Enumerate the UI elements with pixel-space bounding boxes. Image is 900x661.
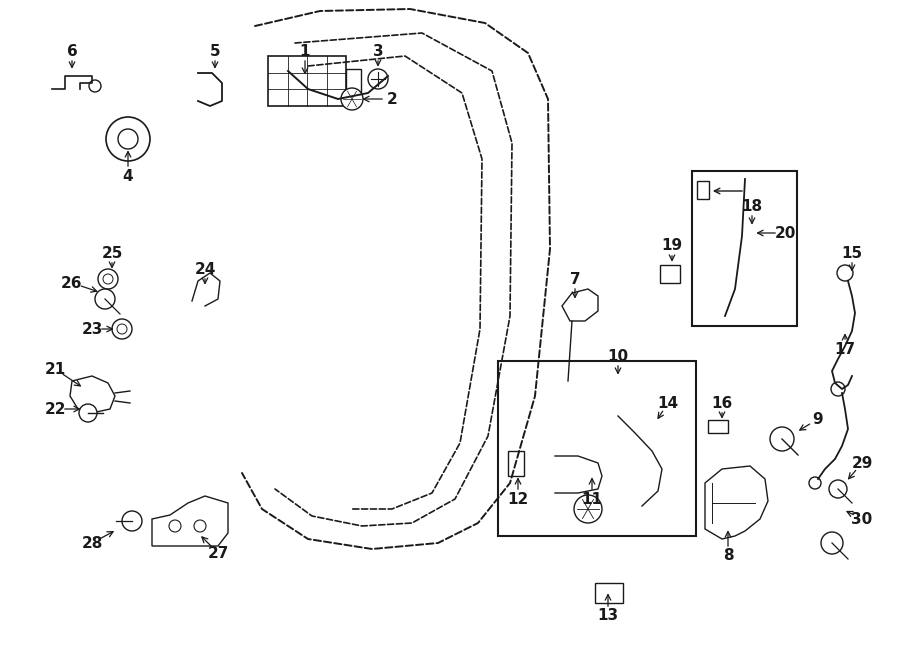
Text: 14: 14	[657, 395, 679, 410]
Circle shape	[829, 480, 847, 498]
Circle shape	[821, 532, 843, 554]
Circle shape	[122, 511, 142, 531]
Circle shape	[574, 495, 602, 523]
Text: 7: 7	[570, 272, 580, 286]
Text: 29: 29	[851, 455, 873, 471]
Text: 1: 1	[300, 44, 310, 59]
Circle shape	[169, 520, 181, 532]
Text: 26: 26	[61, 276, 83, 290]
Text: 20: 20	[774, 225, 796, 241]
Polygon shape	[705, 466, 768, 539]
Bar	[697, 181, 709, 199]
Text: 17: 17	[834, 342, 856, 356]
Circle shape	[809, 477, 821, 489]
Circle shape	[103, 274, 113, 284]
Circle shape	[117, 324, 127, 334]
Circle shape	[79, 404, 97, 422]
Circle shape	[89, 80, 101, 92]
Text: 11: 11	[581, 492, 602, 506]
Text: 6: 6	[67, 44, 77, 59]
Text: 30: 30	[851, 512, 873, 527]
Text: 28: 28	[81, 535, 103, 551]
Circle shape	[837, 265, 853, 281]
Circle shape	[770, 427, 794, 451]
Text: 10: 10	[608, 348, 628, 364]
Text: 27: 27	[207, 545, 229, 561]
Text: 22: 22	[44, 401, 66, 416]
Bar	[268, 56, 346, 106]
Text: 2: 2	[387, 91, 398, 106]
Polygon shape	[152, 496, 228, 546]
Circle shape	[106, 117, 150, 161]
Circle shape	[98, 269, 118, 289]
Text: 21: 21	[44, 362, 66, 377]
Bar	[508, 451, 524, 476]
Text: 23: 23	[81, 321, 103, 336]
Bar	[660, 265, 680, 283]
Bar	[708, 420, 728, 433]
Polygon shape	[562, 289, 598, 321]
Text: 12: 12	[508, 492, 528, 506]
Circle shape	[95, 289, 115, 309]
Circle shape	[118, 129, 138, 149]
Circle shape	[368, 69, 388, 89]
Text: 25: 25	[102, 245, 122, 260]
Text: 13: 13	[598, 609, 618, 623]
Bar	[595, 583, 623, 603]
Circle shape	[112, 319, 132, 339]
Text: 3: 3	[373, 44, 383, 59]
Text: 18: 18	[742, 198, 762, 214]
Circle shape	[194, 520, 206, 532]
Polygon shape	[70, 376, 115, 413]
Circle shape	[341, 88, 363, 110]
Text: 4: 4	[122, 169, 133, 184]
Text: 8: 8	[723, 549, 734, 563]
Text: 24: 24	[194, 262, 216, 276]
Text: 19: 19	[662, 239, 682, 254]
Circle shape	[831, 382, 845, 396]
Bar	[692, 171, 797, 326]
Text: 15: 15	[842, 245, 862, 260]
Text: 16: 16	[711, 395, 733, 410]
Text: 5: 5	[210, 44, 220, 59]
Bar	[498, 361, 696, 536]
Bar	[562, 379, 574, 389]
Bar	[346, 69, 361, 94]
Text: 9: 9	[813, 412, 824, 426]
